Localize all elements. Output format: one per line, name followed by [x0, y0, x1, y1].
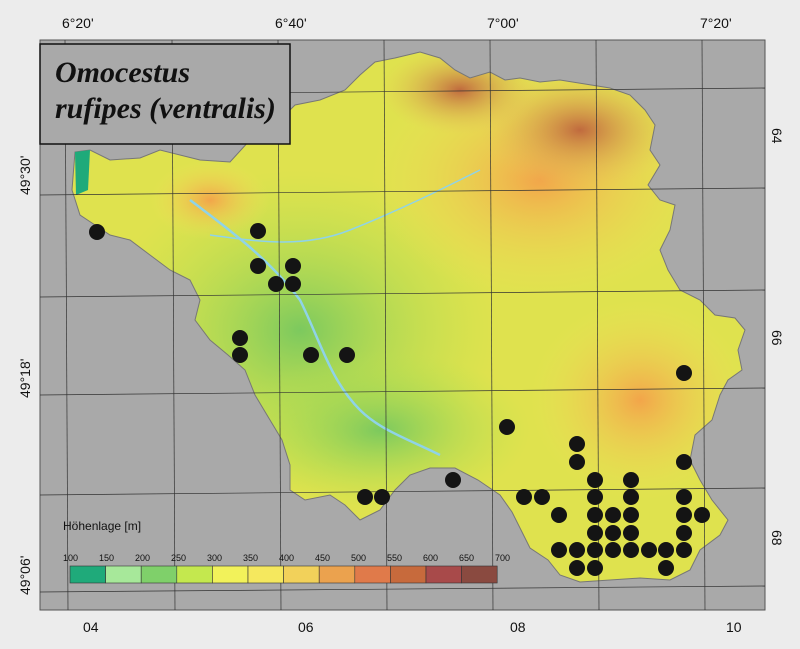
bottom-tick-2: 06	[298, 619, 314, 635]
legend-label: 350	[243, 553, 258, 563]
occurrence-dot	[534, 489, 550, 505]
title-line1: Omocestus	[55, 56, 190, 89]
river-saar	[189, 199, 441, 457]
legend-label: 600	[423, 553, 438, 563]
left-tick-3: 49°06'	[17, 556, 33, 595]
legend-label: 700	[495, 553, 510, 563]
occurrence-dot	[676, 365, 692, 381]
right-tick-2: 66	[769, 330, 785, 346]
legend-label: 400	[279, 553, 294, 563]
legend-swatch	[69, 565, 106, 584]
legend-swatch	[425, 565, 462, 584]
occurrence-dot	[445, 472, 461, 488]
occurrence-dot	[232, 330, 248, 346]
occurrence-dot	[676, 489, 692, 505]
occurrence-dot	[516, 489, 532, 505]
occurrence-dot	[641, 542, 657, 558]
right-tick-3: 68	[769, 530, 785, 546]
legend-swatch	[176, 565, 213, 584]
occurrence-dot	[587, 489, 603, 505]
bottom-tick-4: 10	[726, 619, 742, 635]
elevation-legend: Höhenlage [m] 100 150 200 250 300 350 400 450 50…	[63, 519, 510, 584]
occurrence-dot	[694, 507, 710, 523]
occurrence-dot	[587, 507, 603, 523]
occurrence-dot	[569, 454, 585, 470]
left-tick-2: 49°18'	[17, 359, 33, 398]
occurrence-dot	[499, 419, 515, 435]
occurrence-dot	[676, 454, 692, 470]
occurrence-dot	[268, 276, 284, 292]
legend-label: 500	[351, 553, 366, 563]
occurrence-dot	[285, 276, 301, 292]
legend-label: 650	[459, 553, 474, 563]
occurrence-dot	[605, 525, 621, 541]
occurrence-dot	[569, 542, 585, 558]
occurrence-dot	[623, 507, 639, 523]
legend-label: 250	[171, 553, 186, 563]
legend-label: 300	[207, 553, 222, 563]
occurrence-dot	[658, 560, 674, 576]
occurrence-dot	[285, 258, 301, 274]
occurrence-dot	[232, 347, 248, 363]
legend-label: 550	[387, 553, 402, 563]
occurrence-dot	[587, 542, 603, 558]
occurrence-dot	[676, 525, 692, 541]
occurrence-dot	[250, 223, 266, 239]
occurrence-dot	[357, 489, 373, 505]
occurrence-dot	[605, 542, 621, 558]
legend-swatches	[69, 565, 498, 584]
top-tick-3: 7°00'	[487, 15, 519, 31]
occurrence-dot	[569, 560, 585, 576]
occurrence-dot	[250, 258, 266, 274]
legend-title: Höhenlage [m]	[63, 519, 141, 533]
legend-swatch	[461, 565, 498, 584]
legend-swatch	[390, 565, 427, 584]
bottom-tick-3: 08	[510, 619, 526, 635]
occurrence-dot	[551, 507, 567, 523]
occurrence-dot	[676, 542, 692, 558]
legend-swatch	[354, 565, 391, 584]
title-line2: rufipes (ventralis)	[55, 92, 276, 125]
occurrence-points	[89, 223, 710, 576]
left-tick-1: 49°30'	[17, 156, 33, 195]
title-box	[39, 43, 291, 145]
occurrence-dot	[374, 489, 390, 505]
legend-swatch	[105, 565, 142, 584]
legend-swatch	[247, 565, 284, 584]
lowland-patch	[75, 150, 90, 195]
legend-label: 100	[63, 553, 78, 563]
legend-swatch	[212, 565, 249, 584]
top-tick-2: 6°40'	[275, 15, 307, 31]
occurrence-dot	[623, 489, 639, 505]
occurrence-dot	[658, 542, 674, 558]
occurrence-dot	[605, 507, 621, 523]
occurrence-dot	[339, 347, 355, 363]
occurrence-dot	[587, 525, 603, 541]
occurrence-dot	[623, 542, 639, 558]
legend-label: 200	[135, 553, 150, 563]
occurrence-dot	[676, 507, 692, 523]
legend-label: 150	[99, 553, 114, 563]
occurrence-dot	[89, 224, 105, 240]
legend-swatch	[140, 565, 178, 584]
top-tick-4: 7°20'	[700, 15, 732, 31]
occurrence-dot	[569, 436, 585, 452]
occurrence-dot	[587, 560, 603, 576]
top-tick-1: 6°20'	[62, 15, 94, 31]
occurrence-dot	[623, 525, 639, 541]
bottom-tick-1: 04	[83, 619, 99, 635]
river-tributary	[209, 169, 481, 243]
legend-labels: 100 150 200 250 300 350 400 450 500 550 600 650 700	[63, 553, 510, 563]
right-tick-1: 64	[769, 128, 785, 144]
legend-label: 450	[315, 553, 330, 563]
occurrence-dot	[623, 472, 639, 488]
occurrence-dot	[551, 542, 567, 558]
occurrence-dot	[587, 472, 603, 488]
occurrence-dot	[303, 347, 319, 363]
legend-swatch	[318, 565, 356, 584]
legend-swatch	[283, 565, 320, 584]
